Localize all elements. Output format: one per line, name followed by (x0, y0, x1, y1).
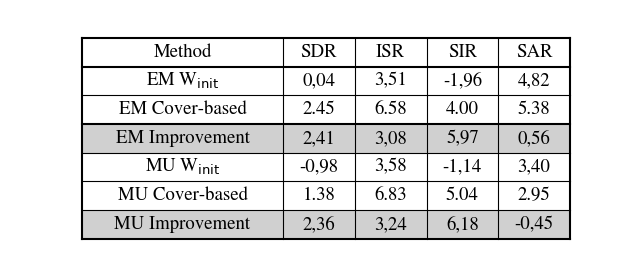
Text: EM Cover-based: EM Cover-based (118, 101, 247, 118)
Text: -0,98: -0,98 (300, 158, 338, 176)
Text: 6,18: 6,18 (446, 216, 479, 233)
Text: 0,56: 0,56 (518, 130, 551, 147)
Text: MU Improvement: MU Improvement (114, 216, 251, 233)
Text: -1,96: -1,96 (443, 73, 482, 90)
Text: MU W$_{\rm init}$: MU W$_{\rm init}$ (145, 157, 220, 177)
Bar (82, 124, 283, 153)
Text: 2.45: 2.45 (303, 101, 335, 118)
Text: SDR: SDR (301, 44, 337, 61)
Bar (283, 153, 355, 181)
Text: 6.58: 6.58 (375, 101, 407, 118)
Text: 2.95: 2.95 (518, 187, 550, 204)
Text: 2,36: 2,36 (303, 216, 335, 233)
Bar (82, 210, 283, 239)
Bar (498, 124, 570, 153)
Bar (427, 38, 498, 67)
Bar (355, 124, 427, 153)
Text: 3,08: 3,08 (375, 130, 407, 147)
Bar (427, 67, 498, 95)
Bar (355, 38, 427, 67)
Bar (427, 210, 498, 239)
Bar (427, 181, 498, 210)
Text: 3,58: 3,58 (375, 158, 407, 176)
Bar (427, 153, 498, 181)
Bar (355, 153, 427, 181)
Bar (82, 153, 283, 181)
Text: 5.38: 5.38 (518, 101, 550, 118)
Bar (283, 181, 355, 210)
Text: 5.04: 5.04 (446, 187, 479, 204)
Bar (283, 95, 355, 124)
Bar (498, 95, 570, 124)
Bar (427, 124, 498, 153)
Text: -1,14: -1,14 (443, 158, 482, 176)
Text: EM W$_{\rm init}$: EM W$_{\rm init}$ (146, 71, 219, 91)
Bar (355, 67, 427, 95)
Bar (283, 124, 355, 153)
Bar (355, 95, 427, 124)
Text: Method: Method (153, 44, 212, 61)
Text: 4.00: 4.00 (446, 101, 479, 118)
Bar (82, 38, 283, 67)
Bar (283, 67, 355, 95)
Bar (498, 67, 570, 95)
Bar (355, 210, 427, 239)
Text: 5,97: 5,97 (446, 130, 479, 147)
Text: SIR: SIR (448, 44, 477, 61)
Bar (355, 181, 427, 210)
Text: EM Improvement: EM Improvement (116, 130, 249, 147)
Bar (427, 95, 498, 124)
Text: 3,51: 3,51 (374, 73, 407, 90)
Bar (498, 181, 570, 210)
Bar (82, 95, 283, 124)
Text: ISR: ISR (376, 44, 405, 61)
Text: 3,24: 3,24 (375, 216, 407, 233)
Text: 2,41: 2,41 (303, 130, 335, 147)
Text: 6.83: 6.83 (375, 187, 407, 204)
Bar (283, 38, 355, 67)
Text: SAR: SAR (516, 44, 553, 61)
Text: 1.38: 1.38 (303, 187, 335, 204)
Bar (498, 210, 570, 239)
Text: 0,04: 0,04 (303, 73, 335, 90)
Bar (498, 38, 570, 67)
Bar (498, 153, 570, 181)
Text: 4,82: 4,82 (518, 73, 550, 90)
Bar (82, 181, 283, 210)
Text: MU Cover-based: MU Cover-based (118, 187, 247, 204)
Bar (283, 210, 355, 239)
Bar (82, 67, 283, 95)
Text: -0,45: -0,45 (515, 216, 554, 233)
Text: 3,40: 3,40 (518, 158, 551, 176)
